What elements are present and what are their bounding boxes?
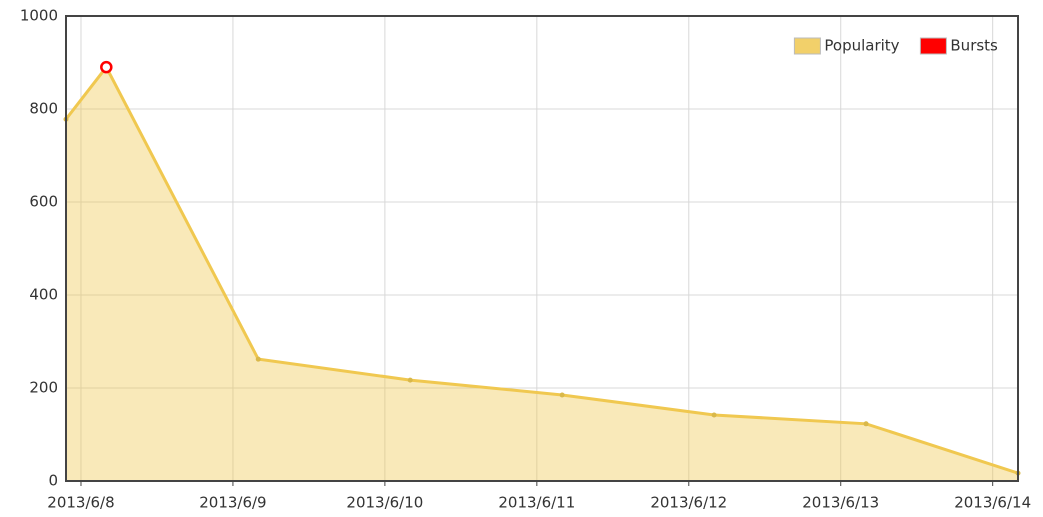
- x-tick-label: 2013/6/8: [47, 494, 114, 512]
- plot-frame: [65, 15, 1019, 482]
- legend-label: Bursts: [950, 37, 998, 55]
- y-tick-label: 600: [29, 193, 58, 211]
- point: [255, 356, 261, 362]
- y-tick-label: 200: [29, 379, 58, 397]
- y-tick-label: 400: [29, 286, 58, 304]
- legend-label: Popularity: [824, 37, 899, 55]
- y-tick-label: 0: [48, 472, 58, 490]
- point: [711, 412, 717, 418]
- point: [863, 421, 869, 427]
- line: [64, 64, 1019, 475]
- x-tick-label: 2013/6/11: [498, 494, 575, 512]
- x-tick-label: 2013/6/10: [346, 494, 423, 512]
- y-tick-label: 1000: [20, 7, 58, 25]
- point: [559, 392, 565, 398]
- burst-marker: [100, 60, 113, 74]
- x-tick-label: 2013/6/14: [954, 494, 1031, 512]
- y-tick-label: 800: [29, 100, 58, 118]
- point: [407, 377, 413, 383]
- x-tick-label: 2013/6/13: [802, 494, 879, 512]
- legend-swatch: [793, 37, 821, 55]
- area-fill: [66, 67, 1018, 482]
- x-tick-label: 2013/6/9: [199, 494, 266, 512]
- x-tick-label: 2013/6/12: [650, 494, 727, 512]
- legend-swatch: [919, 37, 947, 55]
